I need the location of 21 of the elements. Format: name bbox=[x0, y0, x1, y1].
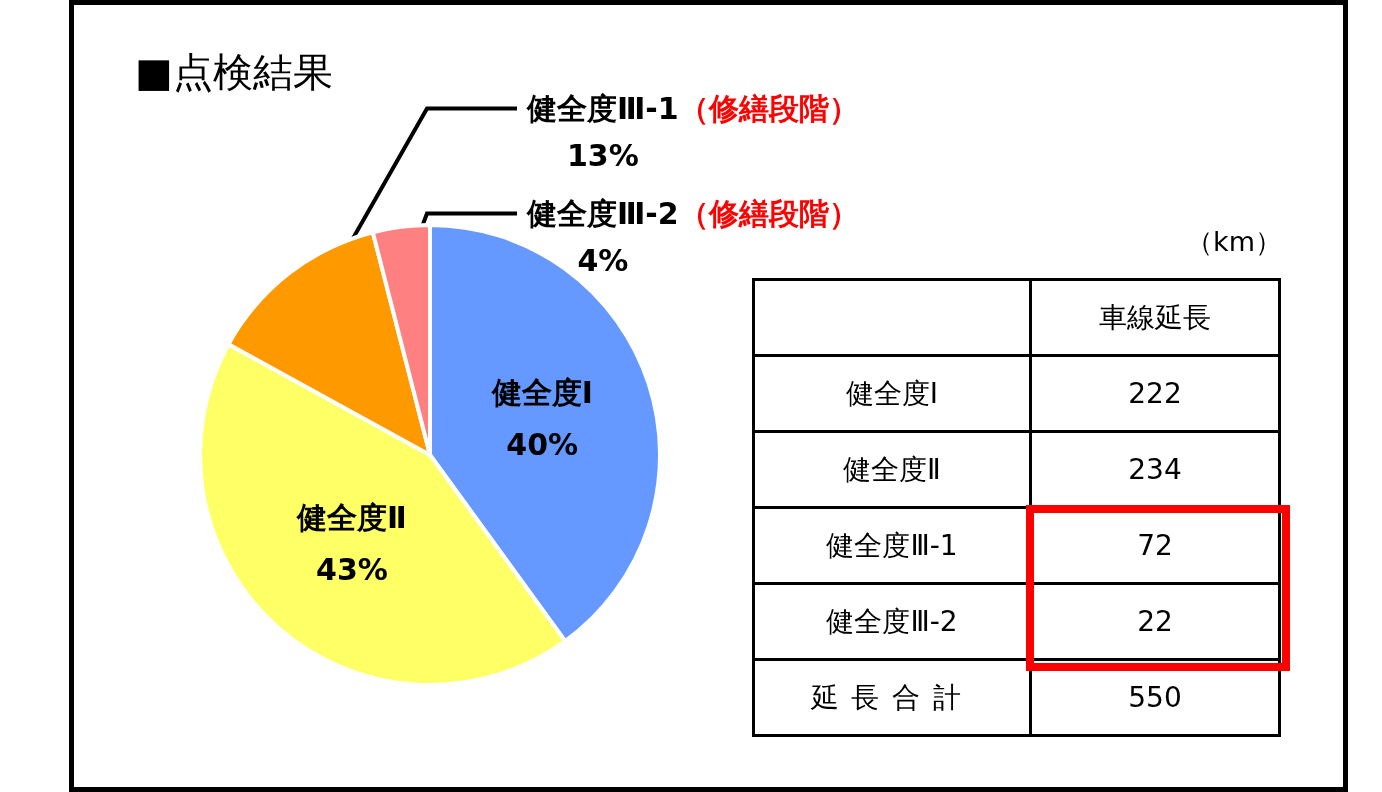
category-label: 健全度Ⅰ bbox=[753, 355, 1031, 432]
text: （km） bbox=[1186, 226, 1282, 258]
data-label: 234 bbox=[1030, 431, 1280, 508]
text: （修繕段階） bbox=[678, 196, 859, 231]
category-label: 健全度Ⅲ-1 bbox=[753, 507, 1031, 584]
text: （修繕段階） bbox=[678, 91, 859, 126]
data-label: 222 bbox=[1030, 355, 1280, 432]
slice-label: 健全度Ⅲ-1 bbox=[526, 91, 679, 126]
data-label: 13% bbox=[566, 138, 639, 173]
chart-title: ■点検結果 bbox=[135, 49, 333, 95]
slice-label: 健全度Ⅱ bbox=[296, 500, 407, 536]
slice-label: 健全度Ⅲ-2 bbox=[526, 196, 679, 231]
slice-label: 健全度Ⅰ bbox=[490, 375, 593, 411]
data-label: 43% bbox=[316, 552, 388, 588]
data-label: 40% bbox=[506, 427, 579, 463]
category-label: 健全度Ⅲ-2 bbox=[753, 583, 1031, 660]
data-label: 22 bbox=[1030, 583, 1280, 660]
category-label: 健全度Ⅱ bbox=[753, 431, 1031, 508]
data-label: 72 bbox=[1030, 507, 1280, 584]
data-label: 4% bbox=[577, 243, 629, 278]
table: 車線延長 健全度Ⅰ 222 健全度Ⅱ 234 健全度Ⅲ-1 72 健全度Ⅲ-2 22 延長合計 550 bbox=[752, 278, 1281, 737]
